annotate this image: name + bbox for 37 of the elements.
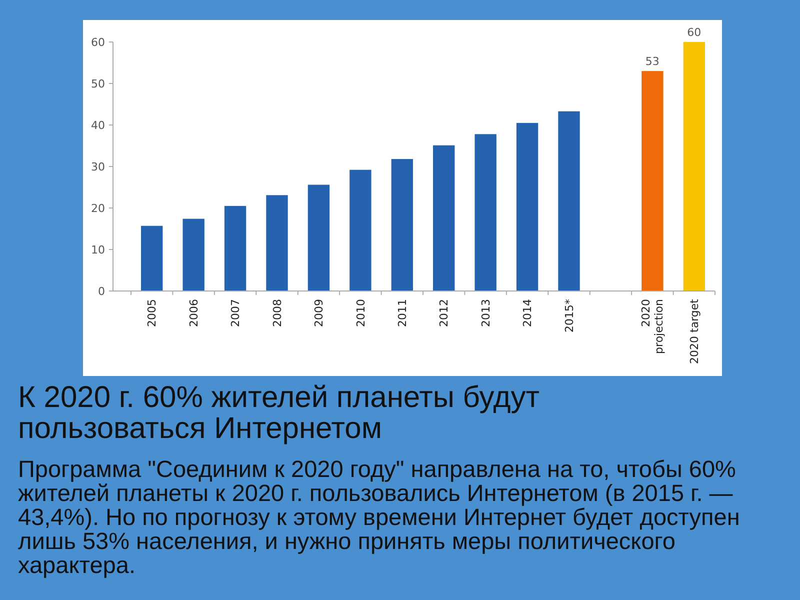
text: Программа "Соединим к 2020 году" направлена на то, чтобы 60% жителей планеты к 2020 г. пользовались Интернетом (в 2015 г. — 43,4%). Но по прогнозу к этому времени Интернет будет доступен лишь 53% населения, и нужно принять меры политического характера.: [18, 456, 740, 578]
y-tick-label: 10: [91, 243, 105, 256]
y-tick-label: 50: [91, 77, 105, 90]
bar: [308, 184, 330, 291]
data-label: 53: [645, 55, 660, 68]
x-tick-label: 2012: [438, 299, 451, 327]
x-tick-label: 2011: [396, 299, 409, 327]
bar: [642, 71, 664, 291]
x-tick-label: 2007: [229, 299, 242, 327]
x-tick-label: 2010: [354, 299, 368, 327]
y-tick-label: 30: [91, 160, 105, 174]
y-tick-label: 20: [91, 202, 105, 215]
bar: [391, 159, 413, 291]
y-tick-label: 60: [91, 36, 105, 49]
bar: [224, 206, 246, 291]
bar: [558, 111, 580, 291]
y-tick-label: 0: [98, 284, 105, 298]
x-tick-label: 2006: [187, 299, 200, 327]
x-tick-label: 2013: [479, 299, 492, 327]
data-label: 60: [687, 26, 702, 39]
x-tick-label: 2014: [521, 299, 534, 327]
x-tick-label: 2020 projection: [640, 298, 666, 354]
x-tick-label: 2008: [270, 299, 284, 327]
y-tick-label: 40: [91, 118, 105, 132]
bar: [683, 42, 705, 291]
x-tick-label: 2009: [312, 299, 326, 327]
bar: [266, 195, 288, 291]
bar: [350, 170, 372, 291]
bar: [141, 226, 163, 291]
bar: [516, 122, 538, 291]
x-tick-label: 2020 target: [688, 298, 701, 364]
bar: [433, 145, 455, 291]
x-tick-label: 2015*: [562, 298, 576, 332]
bar: [474, 134, 496, 291]
x-tick-label: 2005: [146, 299, 159, 327]
text: К 2020 г. 60% жителей планеты будут пользоваться Интернетом: [18, 381, 540, 445]
bar: [182, 218, 204, 291]
